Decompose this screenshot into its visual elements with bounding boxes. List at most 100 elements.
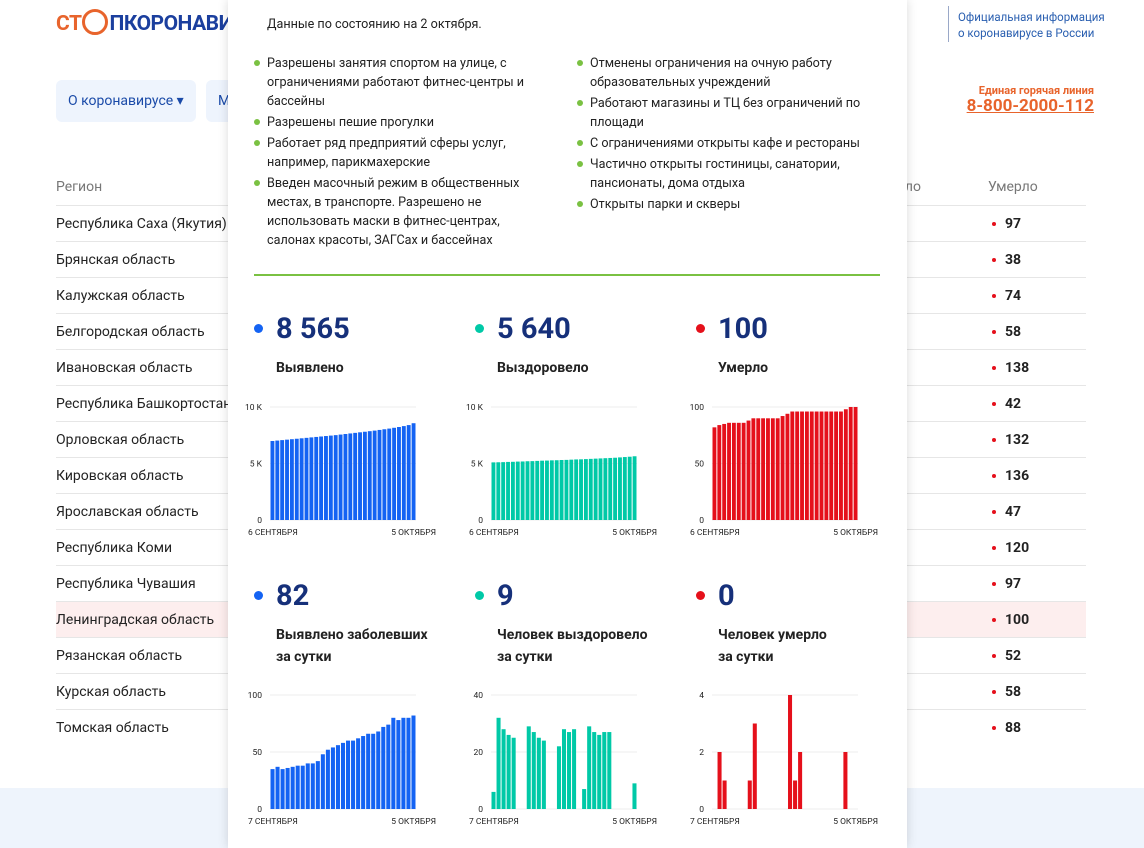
bar	[275, 440, 280, 520]
bar	[382, 429, 387, 520]
deaths: 58	[1005, 324, 1022, 340]
bar	[387, 428, 392, 520]
bar	[829, 411, 834, 520]
bar	[491, 462, 496, 520]
bar	[717, 425, 722, 520]
bar	[564, 459, 569, 520]
stat-label: Человек выздоровело	[497, 627, 648, 643]
y-tick-label: 4	[699, 691, 704, 701]
bar	[377, 429, 382, 520]
stat-label: за сутки	[497, 649, 553, 665]
dot	[992, 330, 996, 334]
bar	[583, 459, 588, 520]
dot	[992, 474, 996, 478]
bar	[280, 440, 285, 520]
bar	[632, 783, 637, 809]
bar	[348, 433, 353, 520]
dot	[992, 258, 996, 262]
bar	[536, 737, 541, 809]
bar	[346, 740, 351, 809]
bar	[343, 434, 348, 520]
bar	[607, 732, 612, 809]
list: Отменены ограничения на очную работу обр…	[577, 54, 867, 216]
dot	[992, 690, 996, 694]
chart: 0 2 4 7 СЕНТЯБРЯ 5 ОКТЯБРЯ	[690, 691, 878, 827]
bar	[361, 736, 366, 809]
stat-value: 82	[276, 579, 310, 613]
bar	[535, 460, 540, 520]
deaths: 100	[1005, 612, 1030, 628]
list: Разрешены занятия спортом на улице, с ог…	[254, 54, 534, 252]
bar	[741, 422, 746, 520]
y-tick-label: 0	[478, 516, 483, 526]
x-tick-label: 6 СЕНТЯБРЯ	[248, 528, 298, 538]
deaths: 42	[1005, 396, 1022, 412]
stat-value: 100	[718, 312, 768, 346]
date-note: Данные по состоянию на 2 октября.	[267, 17, 482, 32]
bar	[819, 411, 824, 520]
region: Республика Башкортостан	[56, 396, 232, 412]
bar	[376, 731, 381, 809]
bar	[392, 427, 397, 520]
nav-button[interactable]: О коронавирусе ▾	[56, 80, 196, 122]
bar	[305, 763, 310, 809]
bar	[401, 717, 406, 809]
divider	[948, 6, 949, 42]
region: Калужская область	[56, 288, 185, 304]
bar	[511, 737, 516, 809]
bar	[761, 418, 766, 520]
bar	[526, 726, 531, 809]
bar	[315, 761, 320, 809]
bar	[386, 724, 391, 809]
bar	[751, 418, 756, 520]
bar	[320, 754, 325, 809]
bar	[766, 418, 770, 520]
bar	[579, 459, 583, 520]
bar	[515, 461, 520, 520]
region: Томская область	[56, 720, 169, 736]
y-tick-label: 5 K	[250, 460, 263, 470]
list-item: Открыты парки и скверы	[577, 195, 867, 214]
bar	[295, 765, 300, 809]
bar	[770, 418, 775, 520]
y-tick-label: 50	[252, 748, 262, 758]
bar	[613, 457, 618, 520]
bar	[401, 426, 406, 520]
y-tick-label: 0	[257, 516, 262, 526]
bar	[788, 695, 793, 809]
list-item: Разрешены пешие прогулки	[254, 113, 534, 132]
bar	[285, 767, 290, 809]
region: Республика Коми	[56, 540, 173, 556]
bar	[366, 733, 371, 809]
bar	[834, 411, 839, 520]
x-tick-label: 5 ОКТЯБРЯ	[391, 528, 436, 538]
list-item: Частично открыты гостиницы, санатории, п…	[577, 155, 867, 193]
dot	[992, 726, 996, 730]
bar	[310, 763, 315, 809]
bar	[592, 732, 597, 809]
logo-icon	[82, 9, 109, 35]
deaths: 58	[1005, 684, 1022, 700]
official-info[interactable]: Официальная информация о коронавирусе в Р…	[958, 9, 1105, 41]
deaths: 97	[1005, 216, 1022, 232]
bar	[356, 738, 361, 809]
bar	[501, 462, 506, 520]
bar	[330, 747, 335, 809]
stat-label: Выявлено	[276, 360, 344, 376]
bar	[333, 435, 338, 520]
bar	[853, 407, 858, 520]
deaths: 97	[1005, 576, 1022, 592]
dot	[992, 510, 996, 514]
bar	[756, 418, 761, 520]
bar	[335, 745, 340, 809]
bar	[618, 457, 622, 520]
bar	[406, 717, 411, 809]
bar	[328, 435, 333, 520]
bar	[396, 720, 401, 809]
bar	[556, 746, 561, 809]
table-header: Умерло	[988, 179, 1038, 195]
bar	[780, 416, 785, 520]
bar	[270, 769, 275, 809]
bar	[397, 427, 401, 520]
hotline-phone[interactable]: 8-800-2000-112	[966, 96, 1094, 116]
